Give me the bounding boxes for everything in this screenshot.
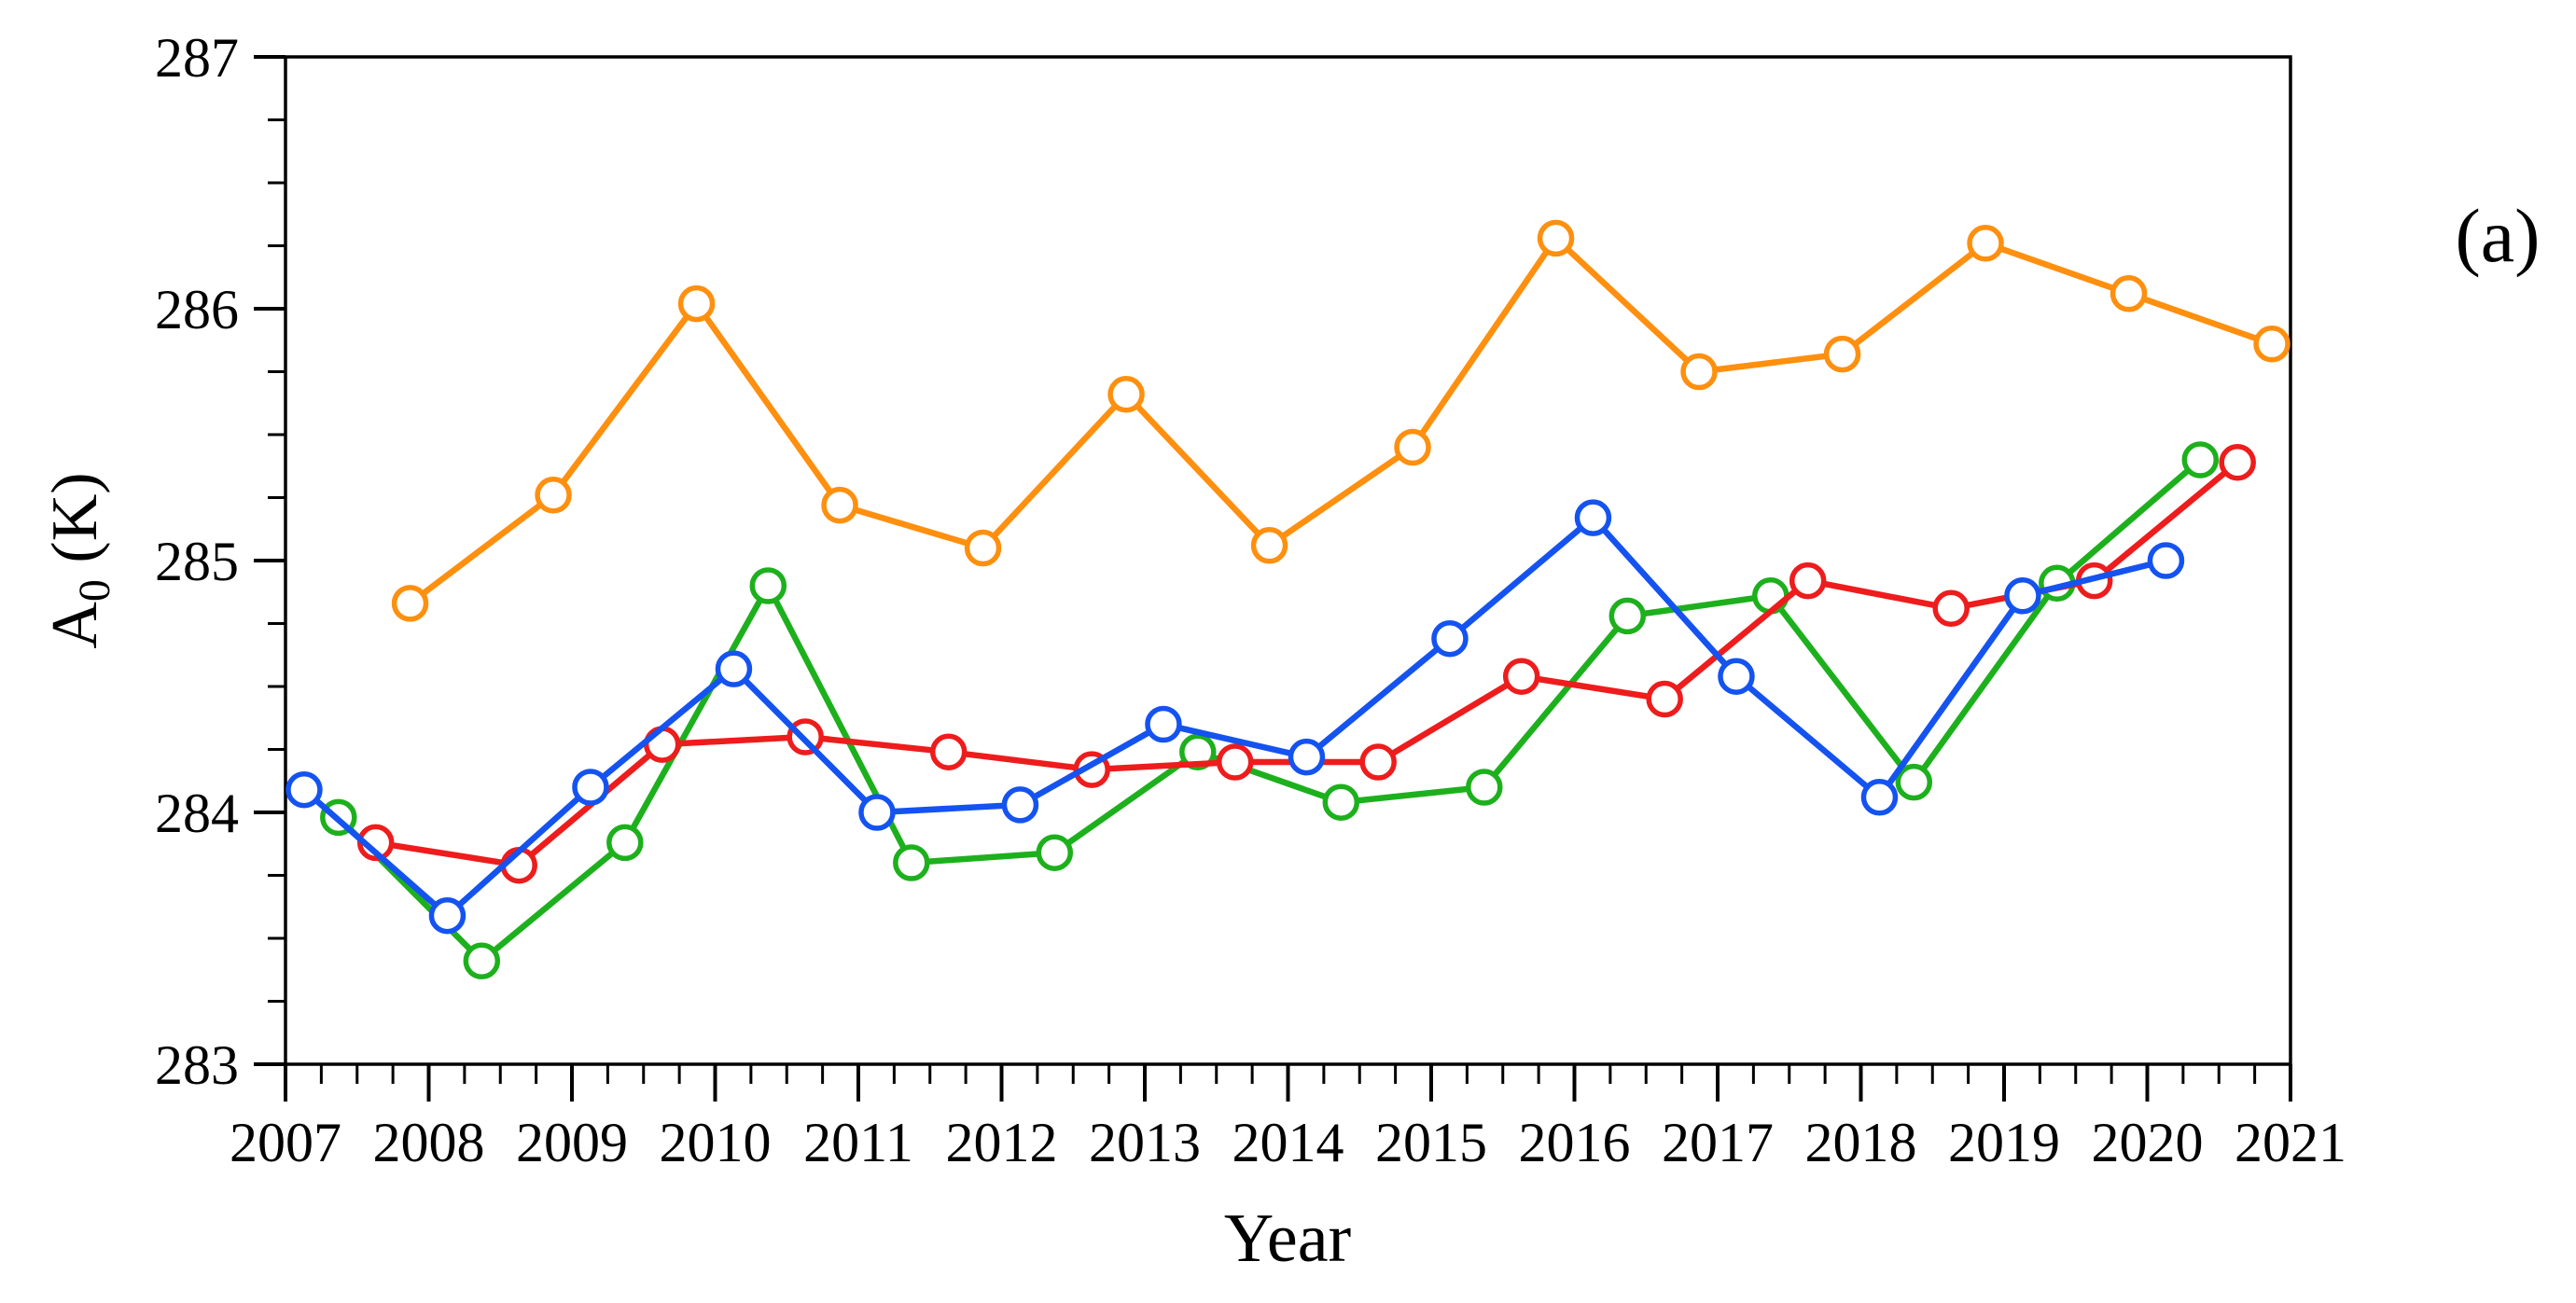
y-tick-label: 287 [155, 27, 239, 89]
data-point [1718, 658, 1755, 695]
data-point [285, 770, 323, 809]
y-tick-label: 286 [155, 279, 239, 340]
data-point [2219, 443, 2256, 481]
data-point [2004, 577, 2041, 615]
x-tick-label: 2017 [1662, 1112, 1774, 1173]
series-line [301, 514, 2167, 919]
data-point [715, 650, 753, 687]
x-tick-label: 2020 [2092, 1112, 2204, 1173]
data-point [463, 942, 501, 980]
data-point [858, 794, 896, 831]
x-tick-label: 2014 [1232, 1112, 1344, 1173]
x-axis-title: Year [1224, 1200, 1351, 1277]
data-point [1789, 561, 1827, 600]
y-axis-title-unit: (K) [39, 472, 111, 579]
x-tick-label: 2019 [1948, 1112, 2060, 1173]
x-tick-label: 2016 [1519, 1112, 1631, 1173]
data-point [1752, 577, 1789, 615]
series-line [336, 457, 2203, 964]
data-point [1001, 786, 1039, 824]
data-point [1574, 499, 1612, 536]
x-tick-label: 2007 [230, 1112, 341, 1173]
data-point [391, 585, 429, 622]
x-tick-label: 2009 [516, 1112, 628, 1173]
y-tick-label: 283 [155, 1034, 239, 1096]
data-point [2253, 326, 2291, 363]
data-point [929, 733, 968, 770]
series-red [356, 443, 2256, 884]
data-point [572, 769, 609, 806]
x-tick-label: 2010 [660, 1112, 772, 1173]
x-tick-label: 2015 [1375, 1112, 1487, 1173]
data-point [677, 284, 716, 323]
data-point [1216, 743, 1254, 781]
data-point [1322, 783, 1360, 821]
data-point [1036, 834, 1074, 871]
data-point [1823, 335, 1861, 373]
x-tick-label: 2012 [946, 1112, 1058, 1173]
panel-label: (a) [2455, 193, 2540, 278]
data-point [749, 567, 787, 604]
data-point [1250, 527, 1288, 564]
data-point [535, 477, 572, 514]
y-axis-title-subscript: 0 [70, 579, 119, 602]
series-green [320, 441, 2220, 980]
data-point [1680, 353, 1718, 391]
y-tick-label: 284 [155, 783, 239, 844]
series-line [408, 235, 2274, 606]
data-point [428, 896, 466, 935]
data-point [2147, 542, 2185, 579]
series-blue [285, 499, 2185, 935]
data-point [1932, 589, 1970, 628]
data-point [1860, 779, 1899, 816]
plot-frame [284, 55, 2292, 1066]
data-point [1967, 225, 2004, 262]
data-point [821, 486, 858, 524]
series-orange [391, 219, 2291, 622]
y-axis-title-base: A [39, 602, 111, 649]
x-tick-label: 2013 [1089, 1112, 1201, 1173]
data-point [1359, 743, 1397, 781]
data-point [1895, 763, 1933, 801]
data-point [1466, 769, 1503, 806]
data-point [893, 844, 930, 881]
x-tick-label: 2021 [2235, 1112, 2346, 1173]
x-tick-label: 2008 [373, 1112, 485, 1173]
data-point [1288, 738, 1326, 776]
data-point [1145, 705, 1182, 743]
y-axis-title: A0 (K) [39, 472, 119, 648]
data-point [1646, 680, 1683, 718]
x-tick-label: 2011 [803, 1112, 913, 1173]
data-point [1394, 428, 1431, 466]
data-point [1537, 219, 1575, 257]
y-tick-label: 285 [155, 531, 239, 592]
x-tick-label: 2018 [1805, 1112, 1917, 1173]
data-point [1107, 376, 1145, 413]
data-point [964, 529, 1002, 567]
data-point [1431, 619, 1469, 658]
data-point [1502, 658, 1540, 695]
data-point [2181, 441, 2220, 478]
data-point [1179, 733, 1217, 770]
data-point [606, 824, 644, 862]
data-point [2110, 275, 2148, 312]
data-point [1608, 597, 1647, 635]
